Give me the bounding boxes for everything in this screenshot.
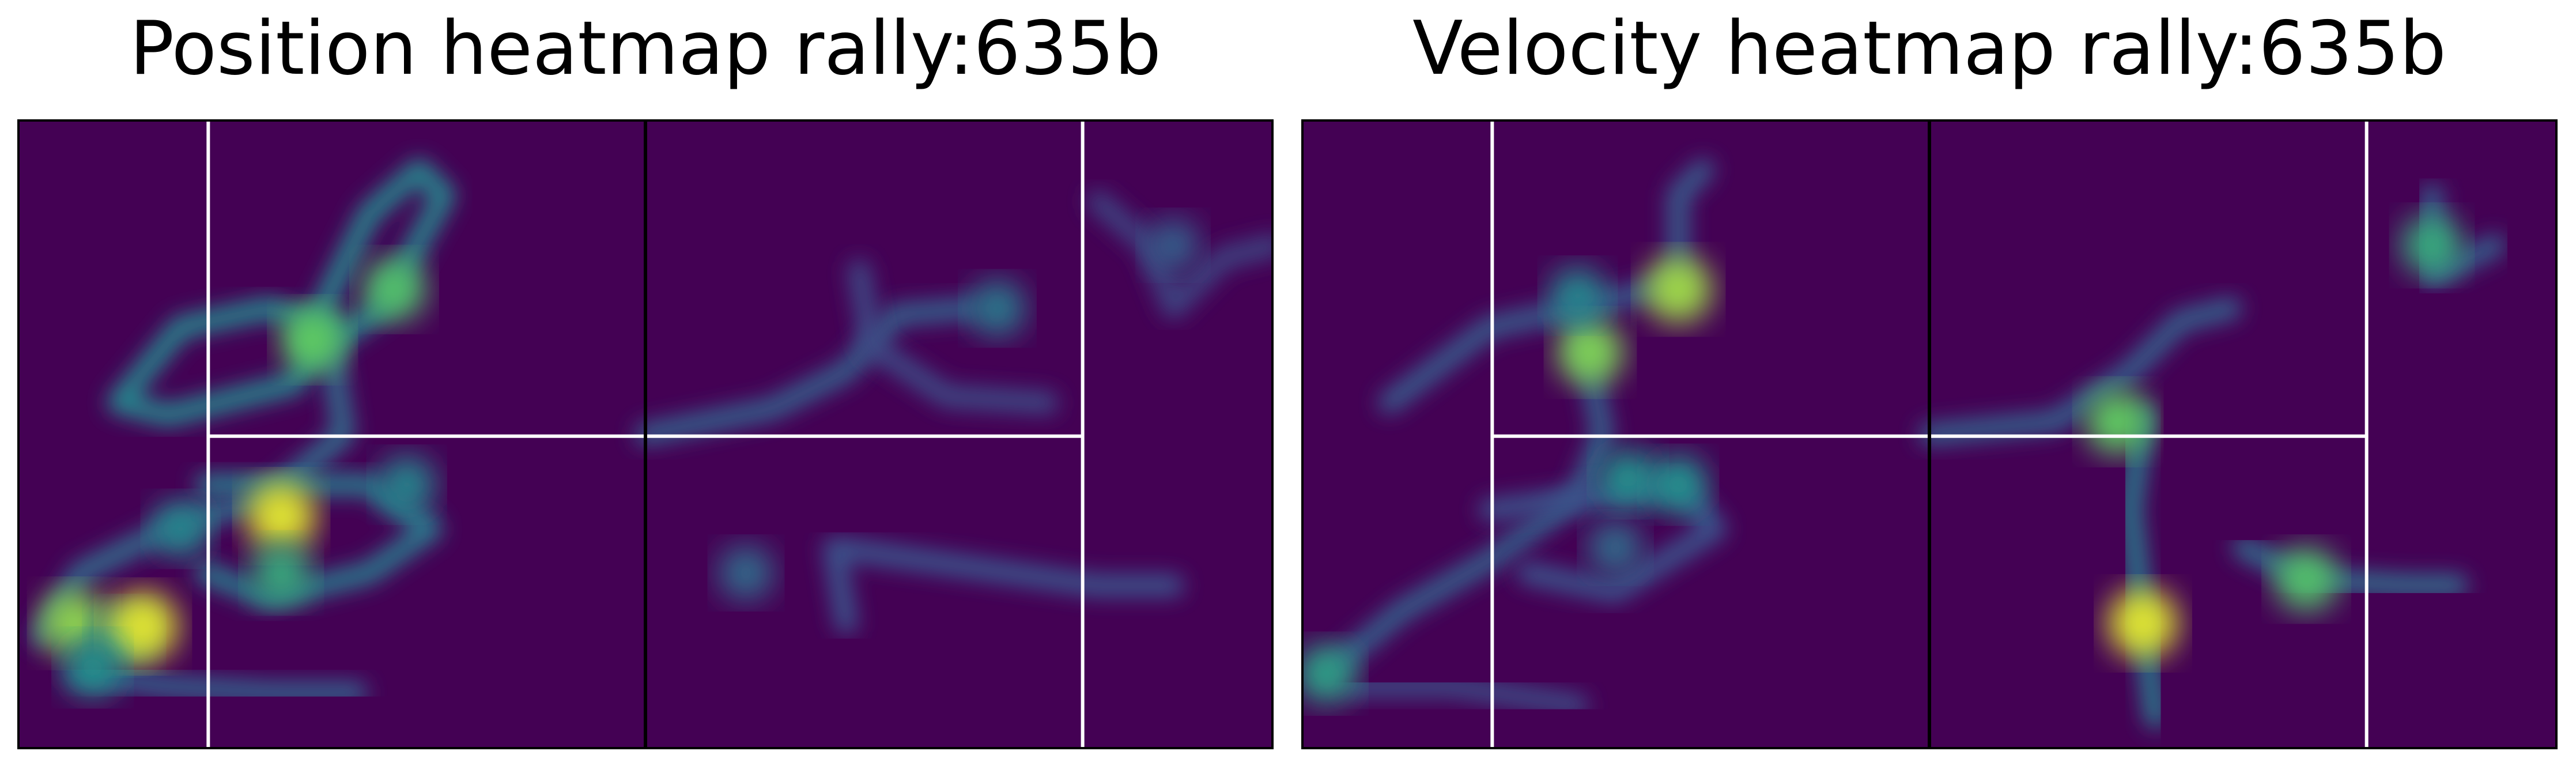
- velocity-heatmap-title: Velocity heatmap rally:635b: [1412, 6, 2446, 92]
- position-heatmap-plot: [17, 119, 1274, 749]
- heat-hotspot-5: [1301, 643, 1357, 704]
- heat-trail-6: [2233, 537, 2468, 597]
- heat-trail-0: [1378, 159, 1714, 414]
- heat-hotspot-0: [1644, 255, 1712, 323]
- heat-hotspot-12: [1146, 218, 1200, 273]
- position-heatmap-title: Position heatmap rally:635b: [130, 6, 1161, 92]
- heat-hotspot-11: [718, 545, 774, 601]
- heat-trail-7: [823, 537, 1184, 635]
- heat-hotspot-3: [63, 637, 122, 697]
- heat-hotspot-6: [2085, 389, 2151, 455]
- heat-hotspot-4: [152, 500, 210, 558]
- heat-hotspot-3: [1598, 449, 1657, 508]
- plot-frame: [17, 119, 1274, 749]
- heat-trail-6: [848, 259, 1059, 414]
- heat-hotspot-7: [279, 307, 345, 372]
- velocity-heatmap-plot: [1301, 119, 2558, 749]
- heat-hotspot-1: [1557, 319, 1623, 386]
- heat-hotspot-6: [250, 542, 312, 604]
- heat-trail-2: [31, 341, 355, 647]
- heat-hotspot-5: [245, 481, 316, 552]
- heat-trail-8: [1086, 190, 1274, 319]
- heat-trail-5: [634, 297, 983, 446]
- heat-trail-3: [1340, 675, 1589, 716]
- heatmap-svg: [17, 119, 1274, 749]
- heat-hotspot-2: [1548, 267, 1607, 324]
- heat-hotspot-10: [1588, 520, 1643, 575]
- heat-hotspot-8: [362, 257, 426, 322]
- heat-hotspot-7: [2107, 588, 2178, 659]
- heat-hotspot-2: [108, 591, 178, 662]
- heat-hotspot-8: [2274, 547, 2339, 612]
- heat-hotspot-9: [2401, 214, 2463, 276]
- heat-hotspot-9: [377, 456, 436, 514]
- heat-hotspot-10: [969, 280, 1026, 337]
- plot-frame: [1301, 119, 2558, 749]
- heat-trail-4: [1918, 297, 2242, 446]
- heat-trail-5: [2119, 404, 2167, 729]
- heatmap-svg: [1301, 119, 2558, 749]
- heat-trail-3: [195, 473, 443, 609]
- heat-hotspot-4: [1649, 455, 1708, 514]
- heat-trail-4: [69, 662, 368, 704]
- heat-trail-1: [295, 159, 456, 364]
